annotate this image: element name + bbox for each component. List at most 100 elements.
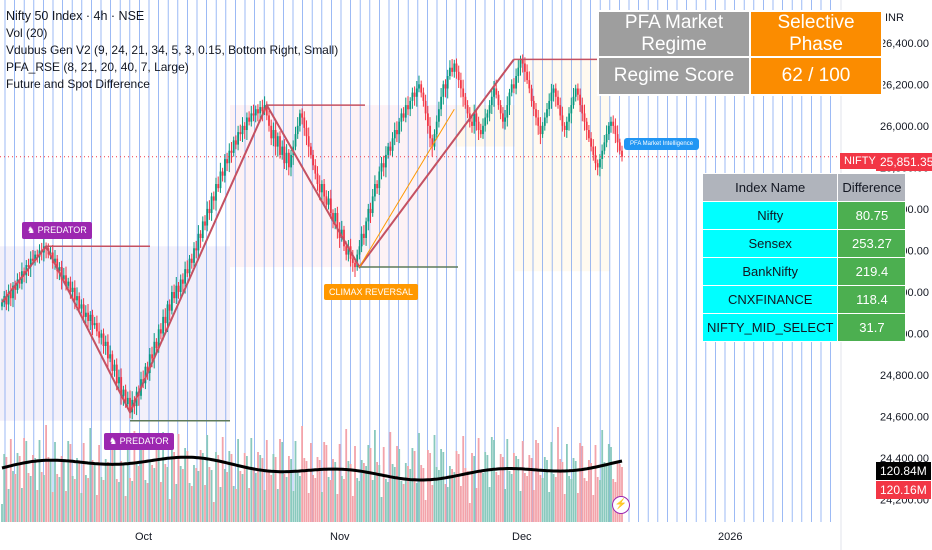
volume-bar [605,465,608,522]
volume-bar [76,458,78,522]
volume-bar [321,492,323,522]
indicator-future-spot[interactable]: Future and Spot Difference [6,77,150,91]
volume-bar [188,483,191,522]
pfa-info-badge[interactable]: PFA Market Intelligence [624,138,700,150]
volume-bar [299,476,301,522]
candle-body [36,254,39,257]
volume-bar [325,445,328,522]
predator-badge-bottom[interactable]: ♞ PREDATOR [104,433,174,450]
candle-body [232,140,235,153]
volume-bar [327,477,330,522]
chart-symbol-title[interactable]: Nifty 50 Index · 4h · NSE [6,9,145,23]
volume-bar [182,469,184,522]
candle-body [301,113,303,118]
volume-bar [210,470,213,522]
volume-bar [400,481,403,522]
candle-body [446,76,449,89]
volume-bar [274,457,277,522]
volume-bar [155,447,158,522]
volume-bar [184,448,186,522]
volume-bar [404,463,407,522]
candle-body [179,279,182,292]
candle-body [548,100,551,110]
candle-body [517,67,520,76]
indicator-vdubus[interactable]: Vdubus Gen V2 (9, 24, 21, 34, 5, 3, 0.15… [6,43,339,57]
candle-body [254,109,257,116]
volume-bar [303,458,306,522]
volume-bar [557,427,559,522]
candle-body [427,113,429,126]
candle-body [550,92,553,101]
candle-body [482,125,484,135]
volume-bar [365,466,367,522]
volume-bar [532,490,535,522]
volume-bar [323,442,326,522]
candle-body [488,105,491,114]
candle-body [7,292,10,305]
candle-body [354,262,356,268]
volume-bar [224,469,226,522]
volume-bar [616,461,619,522]
climax-reversal-badge[interactable]: CLIMAX REVERSAL [324,284,419,300]
candle-body [369,208,372,214]
volume-bar [360,460,363,522]
candle-body [184,269,186,284]
candle-body [212,196,215,201]
volume-bar [43,475,45,522]
candle-body [197,233,200,251]
volume-bar [135,463,138,522]
predator-badge-top[interactable]: ♞ PREDATOR [22,222,92,239]
candle-body [420,84,423,93]
candle-body [495,88,498,95]
candle-body [307,136,310,147]
regime-score-value: 62 / 100 [749,56,883,96]
volume-bar [506,439,509,522]
candle-body [610,121,612,126]
candle-body [177,285,180,292]
volume-bar [596,477,599,522]
volume-bar [219,487,222,522]
volume-bar [427,450,429,522]
volume-bar [466,471,469,522]
volume-bar [45,425,47,522]
currency-label[interactable]: INR [885,12,904,24]
volume-bar [272,454,275,522]
volume-bar [235,489,237,522]
volume-bar [239,471,242,522]
volume-bar [217,455,220,522]
indicator-pfa-rse[interactable]: PFA_RSE (8, 21, 20, 40, 7, Large) [6,60,189,74]
candle-body [259,107,262,114]
volume-bar [109,465,111,522]
candle-body [80,304,83,309]
candle-body [621,150,623,157]
volume-bar [129,478,131,522]
volume-bar [502,457,504,522]
volume-bar [221,437,224,522]
flash-icon[interactable]: ⚡ [612,496,630,514]
candle-body [568,113,570,122]
volume-bar [29,476,32,522]
volume-bar [140,445,142,522]
candle-body [429,125,431,139]
candle-body [475,113,478,122]
volume-bar [27,473,30,522]
volume-bar [429,453,431,522]
volume-bar [484,452,487,522]
candle-body [351,258,354,263]
volume-bar [151,465,153,522]
volume-bar [407,466,409,522]
volume-bar [118,482,120,522]
volume-bar [296,473,299,522]
candle-body [160,329,162,334]
candle-body [535,109,537,118]
volume-bar [237,439,239,522]
candle-body [12,285,14,299]
candle-body [358,246,361,255]
candle-body [374,184,376,197]
indicator-vol[interactable]: Vol (20) [6,26,48,40]
volume-bar [51,492,54,522]
volume-bar [358,481,361,522]
volume-bar [473,456,476,522]
candle-body [539,125,542,135]
